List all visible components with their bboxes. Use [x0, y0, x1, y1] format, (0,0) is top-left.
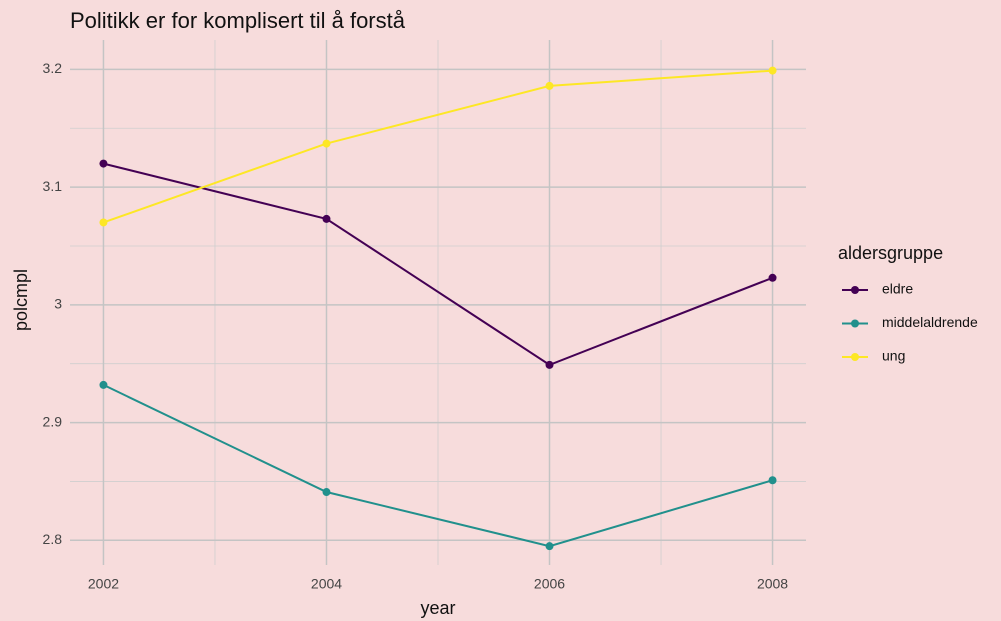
x-tick-label: 2002	[88, 576, 119, 592]
data-point	[545, 542, 554, 551]
y-tick-label: 2.8	[43, 531, 63, 547]
data-point	[545, 360, 554, 369]
data-point	[768, 273, 777, 282]
data-point	[99, 218, 108, 227]
y-tick-label: 2.9	[43, 413, 63, 429]
y-tick-label: 3	[54, 296, 62, 312]
data-point	[768, 66, 777, 75]
data-point	[768, 476, 777, 485]
series-line	[103, 162, 773, 367]
x-tick-label: 2006	[534, 576, 565, 592]
data-point	[545, 81, 554, 90]
data-point	[99, 159, 108, 168]
data-point	[322, 488, 331, 497]
data-point	[322, 214, 331, 223]
legend-label: eldre	[882, 281, 913, 297]
data-point	[322, 139, 331, 148]
chart-title: Politikk er for komplisert til å forstå	[70, 8, 406, 33]
legend-label: ung	[882, 348, 905, 364]
y-axis-label: polcmpl	[11, 269, 31, 331]
legend-title: aldersgruppe	[838, 243, 943, 263]
y-tick-label: 3.2	[43, 60, 63, 76]
x-tick-label: 2008	[757, 576, 788, 592]
series-line	[103, 383, 773, 548]
series-line	[103, 69, 773, 224]
legend-key-point	[851, 286, 859, 294]
legend-key-point	[851, 319, 859, 328]
data-point	[99, 380, 108, 389]
legend-label: middelaldrende	[882, 314, 978, 330]
x-tick-label: 2004	[311, 576, 342, 592]
x-axis-label: year	[420, 598, 455, 618]
legend-key-point	[851, 353, 859, 361]
y-tick-label: 3.1	[43, 178, 63, 194]
grid	[70, 40, 806, 565]
